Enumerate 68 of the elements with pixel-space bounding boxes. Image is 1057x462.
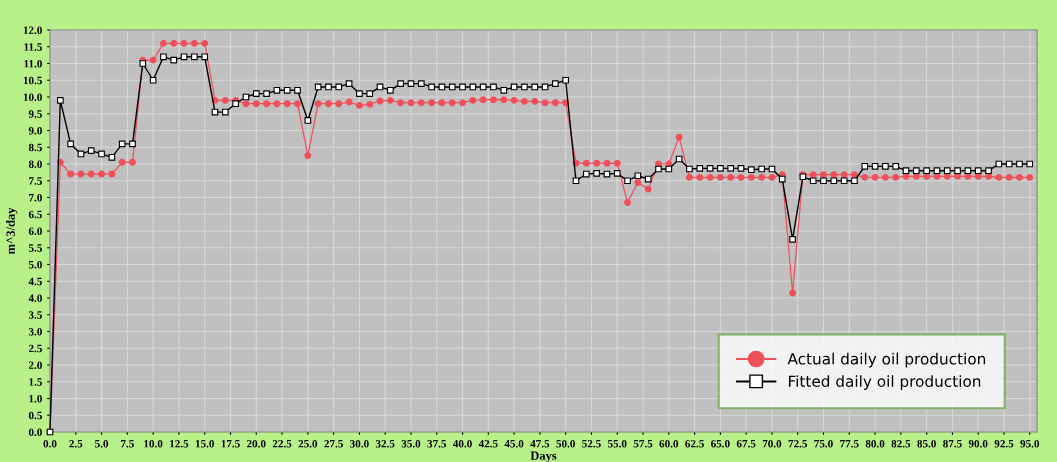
x-tick-label: 60.0 <box>659 439 679 448</box>
x-tick-label: 22.5 <box>272 439 292 448</box>
x-tick-label: 0.0 <box>43 439 57 448</box>
y-tick-label: 12.0 <box>23 26 42 35</box>
x-tick-label: 45.0 <box>504 439 524 448</box>
y-tick-label: 3.5 <box>28 311 42 319</box>
y-tick-label: 6.5 <box>28 210 42 219</box>
x-tick-label: 50.0 <box>556 439 575 448</box>
y-tick-label: 2.0 <box>28 361 42 370</box>
y-tick-label: 11.0 <box>24 59 42 68</box>
y-tick-label: 9.0 <box>28 126 42 135</box>
y-tick-label: 4.0 <box>28 294 42 303</box>
y-tick-label: 4.5 <box>28 277 42 286</box>
x-axis-title: Days <box>530 451 557 462</box>
x-tick-label: 67.5 <box>736 439 756 448</box>
x-tick-label: 40.0 <box>452 439 472 448</box>
x-tick-label: 82.5 <box>891 439 911 448</box>
x-tick-label: 25.0 <box>298 439 318 448</box>
x-tick-label: 77.5 <box>840 440 859 448</box>
x-tick-label: 2.5 <box>69 439 83 448</box>
y-tick-label: 1.5 <box>29 378 42 386</box>
x-tick-label: 80.0 <box>865 439 885 448</box>
y-tick-label: 1.0 <box>29 394 42 403</box>
x-tick-label: 85.0 <box>917 439 936 448</box>
x-tick-label: 47.5 <box>530 440 550 448</box>
y-tick-label: 10.5 <box>23 76 42 85</box>
x-tick-label: 92.5 <box>994 439 1014 448</box>
y-tick-label: 11.5 <box>24 43 42 51</box>
x-tick-label: 20.0 <box>247 439 266 448</box>
x-tick-label: 70.0 <box>762 439 782 448</box>
x-tick-label: 35.0 <box>401 439 421 448</box>
x-tick-label: 15.0 <box>195 439 214 448</box>
x-tick-label: 42.5 <box>478 439 498 448</box>
y-tick-label: 8.5 <box>28 143 42 152</box>
x-tick-label: 72.5 <box>788 439 808 448</box>
x-tick-label: 55.0 <box>607 439 627 448</box>
x-tick-label: 90.0 <box>968 439 988 448</box>
y-tick-label: 2.5 <box>28 344 42 353</box>
x-tick-label: 10.0 <box>144 439 163 448</box>
x-tick-label: 87.5 <box>943 439 962 448</box>
x-tick-label: 27.5 <box>324 439 343 448</box>
y-tick-label: 7.5 <box>29 177 42 185</box>
legend-label: Actual daily oil production <box>787 352 986 368</box>
y-tick-label: 5.0 <box>28 260 42 269</box>
legend-label: Fitted daily oil production <box>788 375 981 390</box>
y-tick-label: 3.0 <box>28 327 42 336</box>
y-tick-label: 0.0 <box>28 428 42 437</box>
x-tick-label: 62.5 <box>685 439 704 448</box>
y-tick-label: 9.5 <box>28 110 42 118</box>
x-tick-label: 17.5 <box>221 440 240 448</box>
x-tick-label: 57.5 <box>633 440 653 448</box>
y-tick-label: 6.0 <box>28 227 42 236</box>
y-tick-label: 5.5 <box>28 244 42 252</box>
y-tick-label: 8.0 <box>28 160 42 169</box>
x-tick-label: 95.0 <box>1020 439 1040 448</box>
x-tick-label: 12.5 <box>170 439 189 448</box>
x-tick-label: 52.5 <box>582 439 601 448</box>
y-axis-title: m^3/day <box>5 207 18 255</box>
x-tick-label: 65.0 <box>711 439 730 448</box>
x-tick-label: 37.5 <box>427 439 447 448</box>
x-tick-label: 30.0 <box>350 439 369 448</box>
x-tick-label: 32.5 <box>375 439 395 448</box>
x-tick-label: 7.5 <box>121 440 134 448</box>
y-tick-label: 0.5 <box>28 411 42 420</box>
y-tick-label: 10.0 <box>23 93 42 102</box>
x-tick-label: 5.0 <box>95 439 109 448</box>
y-tick-label: 7.0 <box>29 193 42 202</box>
x-tick-label: 75.0 <box>814 439 833 448</box>
